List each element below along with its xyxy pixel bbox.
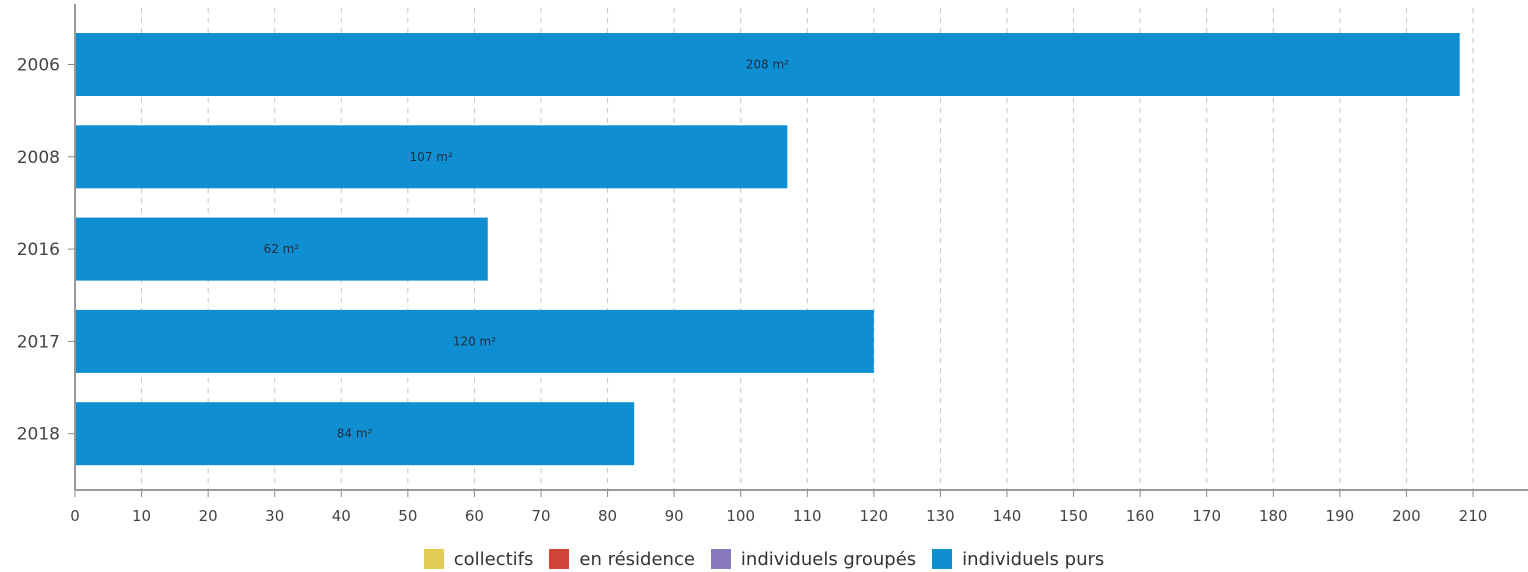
x-tick-label: 200 bbox=[1392, 507, 1421, 525]
legend-label: individuels groupés bbox=[740, 548, 917, 570]
x-tick-label: 30 bbox=[265, 507, 284, 525]
x-tick-label: 130 bbox=[926, 507, 955, 525]
bar-chart: 208 m² 107 m² 62 m² 120 m² 84 m² 0 10 20 30 40 50… bbox=[17, 4, 1528, 525]
legend-item[interactable]: individuels purs bbox=[932, 549, 1104, 570]
legend-swatch bbox=[710, 549, 731, 569]
x-tick-label: 100 bbox=[726, 507, 755, 525]
x-tick-label: 160 bbox=[1126, 507, 1155, 525]
x-tick-label: 10 bbox=[132, 507, 151, 525]
y-tick-label: 2016 bbox=[17, 240, 60, 260]
x-tick-label: 210 bbox=[1459, 507, 1488, 525]
bars: 208 m² 107 m² 62 m² 120 m² 84 m² bbox=[75, 33, 1460, 466]
bar bbox=[75, 402, 635, 466]
legend-label: individuels purs bbox=[962, 548, 1105, 570]
x-tick-label: 20 bbox=[199, 507, 218, 525]
x-tick-label: 150 bbox=[1059, 507, 1088, 525]
x-tick-label: 90 bbox=[665, 507, 684, 525]
y-tick-label: 2006 bbox=[17, 56, 60, 76]
x-tick-label: 110 bbox=[793, 507, 822, 525]
legend-swatch bbox=[932, 549, 953, 569]
legend-item[interactable]: en résidence bbox=[549, 549, 695, 570]
data-label: 120 m² bbox=[453, 334, 496, 348]
x-tick-label: 70 bbox=[531, 507, 550, 525]
bar bbox=[75, 217, 488, 281]
bar bbox=[75, 125, 788, 189]
x-tick-label: 140 bbox=[993, 507, 1022, 525]
x-tick-label: 80 bbox=[598, 507, 617, 525]
x-tick-label: 0 bbox=[70, 507, 80, 525]
x-tick-label: 50 bbox=[398, 507, 417, 525]
x-tick-label: 190 bbox=[1326, 507, 1355, 525]
bar bbox=[75, 309, 874, 373]
y-tick-label: 2017 bbox=[17, 332, 60, 352]
data-label: 62 m² bbox=[264, 242, 300, 256]
legend-label: collectifs bbox=[453, 548, 534, 570]
axes: 0 10 20 30 40 50 60 70 80 90 100 110 120 130 140 150 160… bbox=[17, 4, 1528, 525]
legend: collectifs en résidence individuels groupé… bbox=[0, 546, 1528, 572]
data-label: 84 m² bbox=[337, 427, 373, 441]
legend-swatch bbox=[549, 549, 570, 569]
x-tick-label: 60 bbox=[465, 507, 484, 525]
bar bbox=[75, 33, 1460, 96]
x-tick-label: 120 bbox=[860, 507, 889, 525]
legend-label: en résidence bbox=[579, 548, 695, 570]
data-label: 208 m² bbox=[746, 58, 789, 72]
x-tick-label: 180 bbox=[1259, 507, 1288, 525]
x-tick-label: 170 bbox=[1192, 507, 1221, 525]
legend-item[interactable]: collectifs bbox=[423, 548, 534, 570]
legend-swatch bbox=[423, 549, 444, 569]
data-label: 107 m² bbox=[410, 150, 453, 164]
legend-item[interactable]: individuels groupés bbox=[710, 548, 917, 570]
y-tick-label: 2008 bbox=[17, 148, 60, 168]
x-tick-label: 40 bbox=[332, 507, 351, 525]
y-tick-label: 2018 bbox=[17, 425, 60, 445]
